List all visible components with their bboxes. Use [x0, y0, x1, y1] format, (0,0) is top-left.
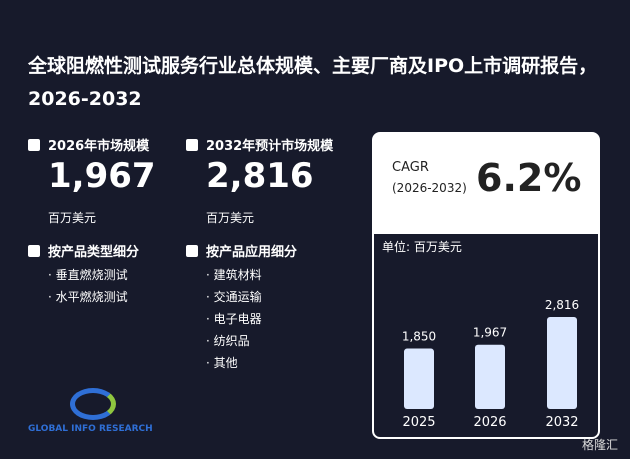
- stat-label: 2032年预计市场规模: [206, 139, 334, 154]
- x-tick-label: 2025: [402, 415, 435, 430]
- segment-item: · 建筑材料: [206, 268, 262, 282]
- watermark: 格隆汇: [582, 438, 619, 452]
- logo-text: GLOBAL INFO RESEARCH: [28, 424, 153, 434]
- icon: [186, 245, 198, 257]
- segment-list: · 建筑材料 · 交通运输 · 电子电器 · 纺织品 · 其他: [206, 264, 262, 374]
- value-label: 1,967: [473, 326, 507, 340]
- segment-list: · 垂直燃烧测试 · 水平燃烧测试: [48, 264, 128, 308]
- cagr-value: 6.2%: [476, 156, 582, 200]
- segment-item: · 电子电器: [206, 312, 262, 326]
- bar: [475, 344, 505, 409]
- segment-item: · 水平燃烧测试: [48, 290, 128, 304]
- icon: [28, 245, 40, 257]
- icon: [186, 139, 198, 151]
- stat-value: 2,816: [206, 156, 314, 196]
- value-label: 1,850: [402, 330, 436, 344]
- stat-unit: 百万美元: [48, 211, 97, 225]
- logo-mark: [70, 388, 116, 420]
- title: 全球阻燃性测试服务行业总体规模、主要厂商及IPO上市调研报告，2026-2032: [28, 55, 598, 110]
- x-tick-label: 2032: [545, 415, 578, 430]
- segment-title: 按产品类型细分: [48, 245, 140, 260]
- cagr-card: CAGR (2026-2032) 6.2%: [372, 132, 600, 232]
- unit-label: 单位: 百万美元: [382, 240, 462, 254]
- stat-value: 1,967: [48, 156, 156, 196]
- icon: [28, 139, 40, 151]
- segment-item: · 其他: [206, 356, 238, 370]
- cagr-label: CAGR: [392, 160, 429, 175]
- stat-label: 2026年市场规模: [48, 139, 150, 154]
- bar: [404, 348, 434, 409]
- segment-item: · 交通运输: [206, 290, 262, 304]
- cagr-period: (2026-2032): [392, 181, 467, 195]
- stat-unit: 百万美元: [206, 211, 255, 225]
- segment-title: 按产品应用细分: [206, 245, 298, 260]
- chart: 1,850 2025 1,967 2026 2,816 2032: [402, 298, 579, 430]
- segment-item: · 纺织品: [206, 334, 250, 348]
- segment-item: · 垂直燃烧测试: [48, 268, 128, 282]
- x-tick-label: 2026: [473, 415, 506, 430]
- value-label: 2,816: [545, 298, 579, 312]
- bar: [547, 317, 577, 409]
- chart-card: 单位: 百万美元 1,850 2025 1,967 2026 2,816 2032: [372, 232, 600, 439]
